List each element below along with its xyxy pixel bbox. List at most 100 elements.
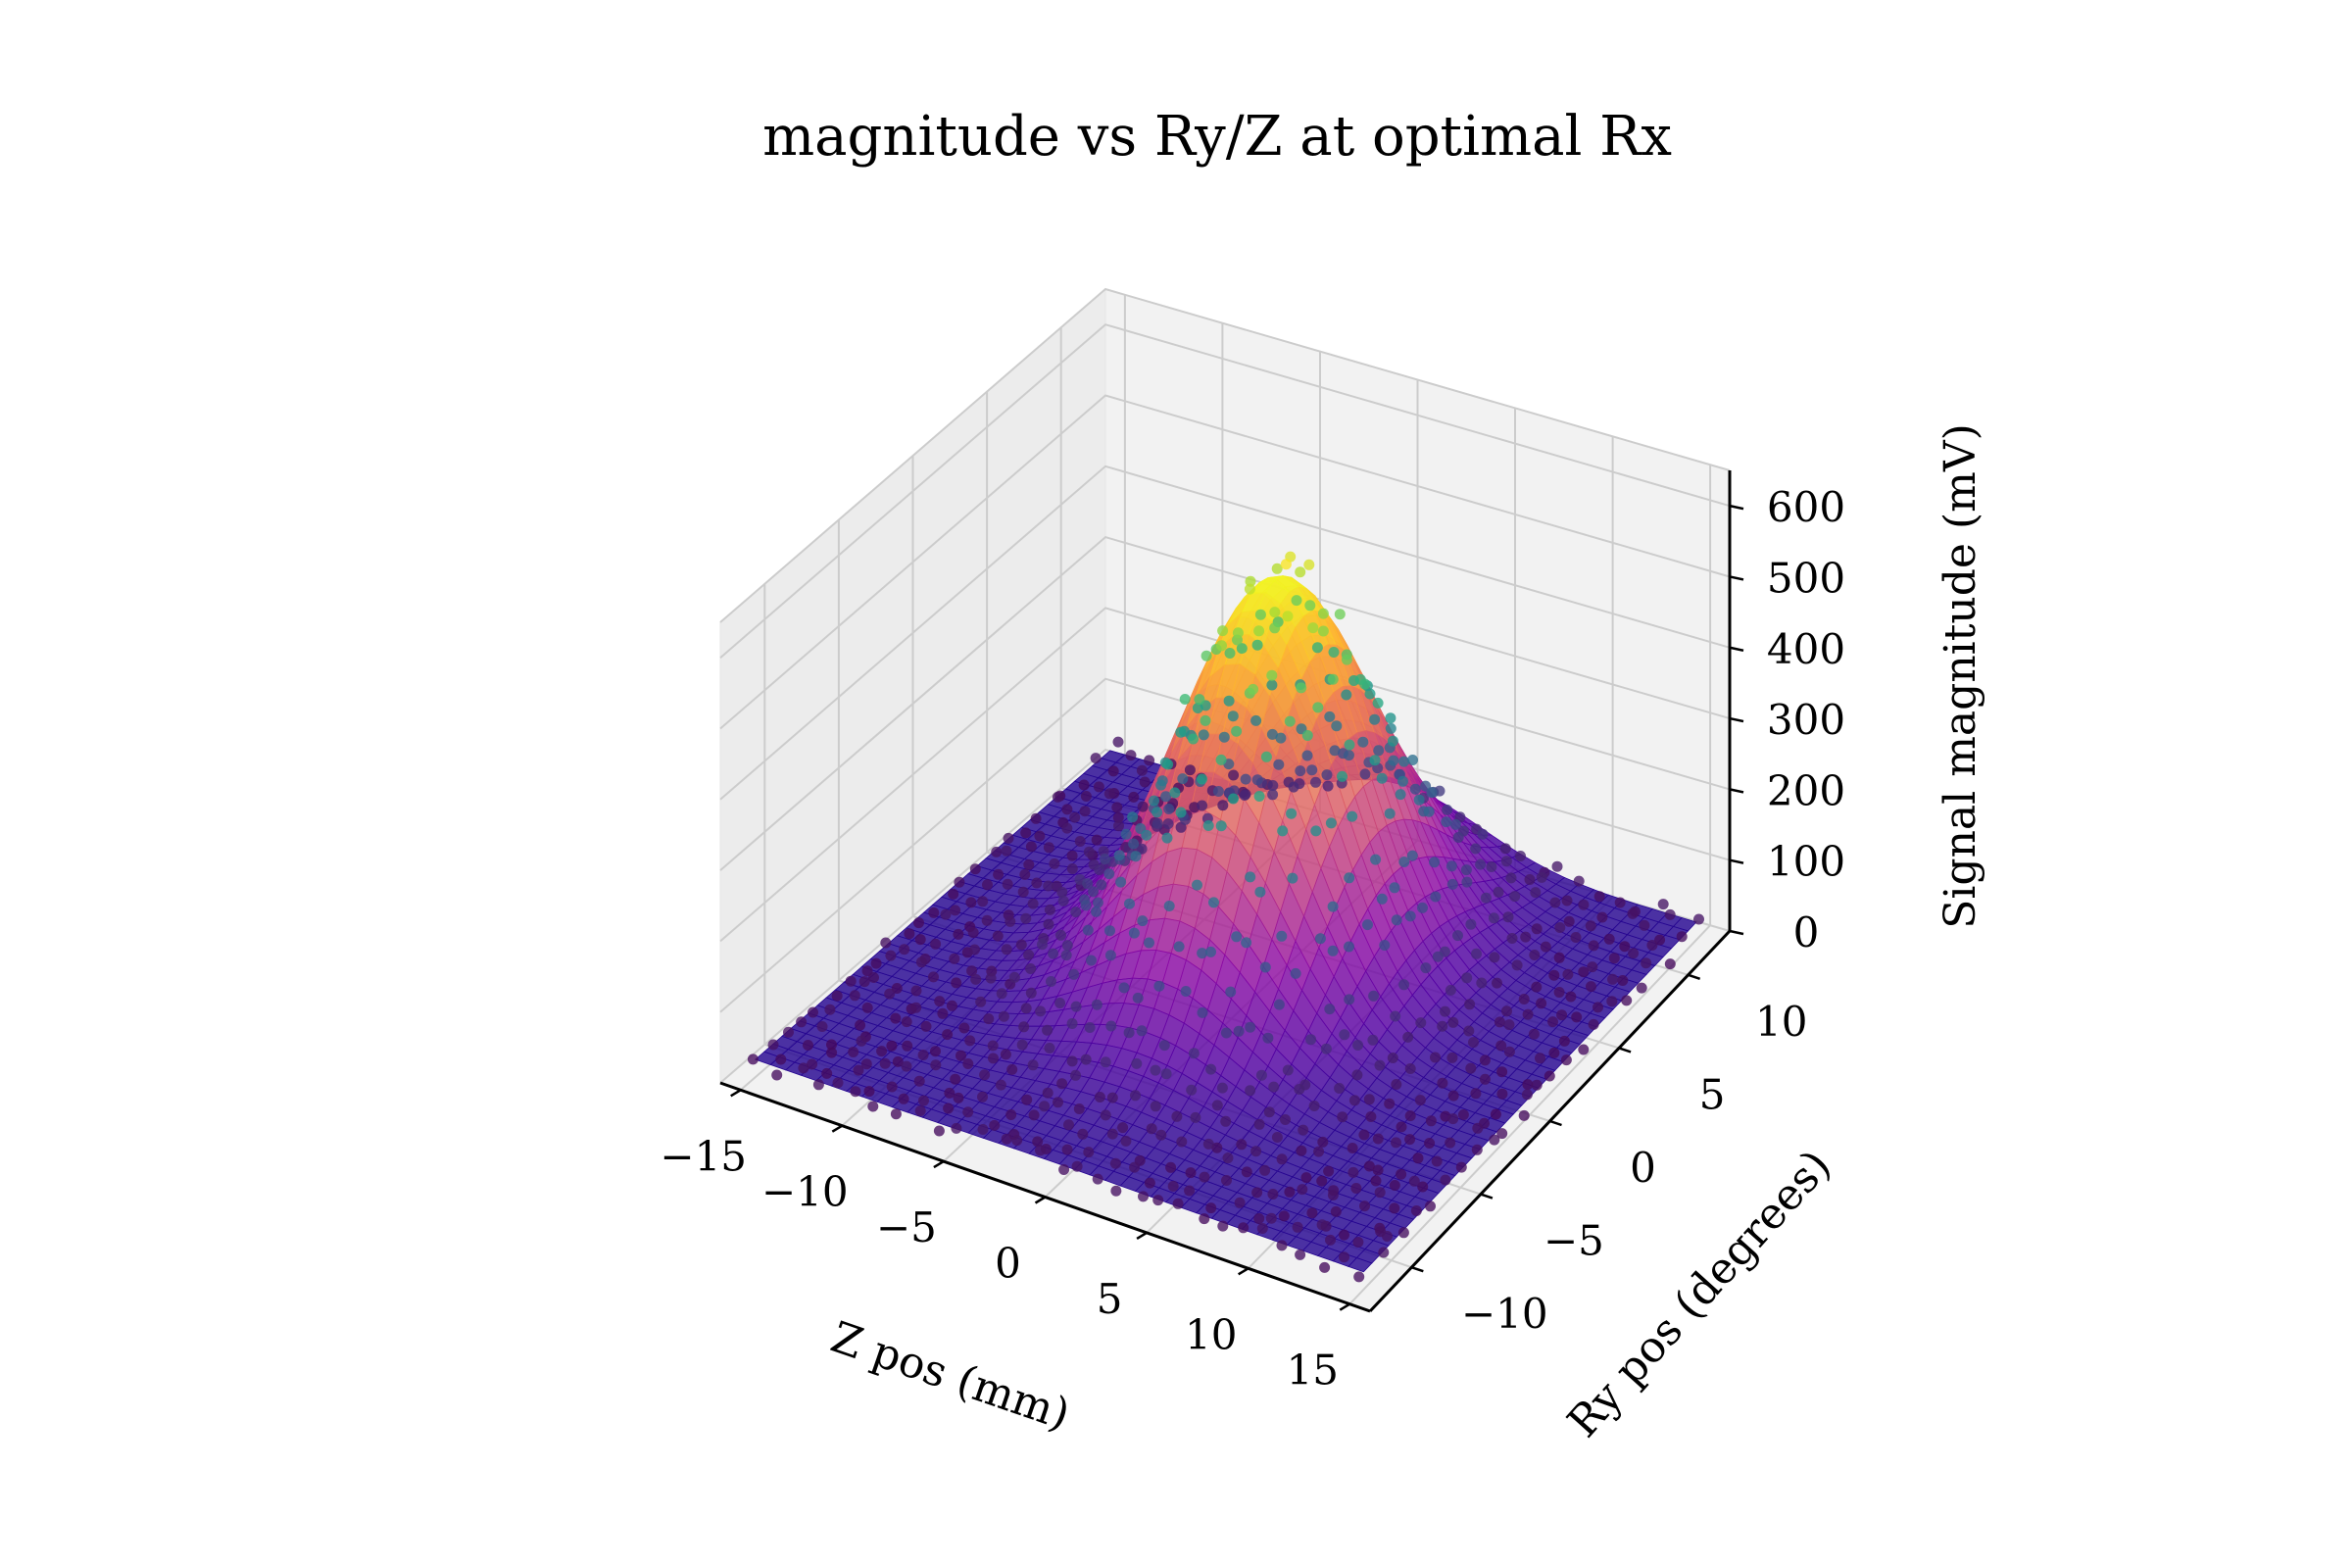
data-point — [1112, 736, 1124, 748]
data-point — [1358, 1129, 1370, 1141]
z-tick-mark — [1729, 929, 1744, 936]
data-point — [1363, 1094, 1375, 1105]
data-point — [1384, 808, 1396, 819]
z-grid-line — [719, 287, 1731, 623]
data-point — [1211, 1100, 1223, 1111]
data-point — [1490, 1108, 1501, 1120]
data-point — [826, 1039, 837, 1051]
data-point — [930, 1059, 942, 1071]
data-point — [1250, 714, 1262, 726]
data-point — [1061, 1144, 1073, 1155]
data-point — [1324, 710, 1336, 722]
data-point — [858, 976, 870, 988]
data-point — [904, 928, 915, 940]
data-point — [1175, 726, 1187, 738]
data-point — [977, 896, 989, 907]
data-point — [1585, 920, 1596, 932]
data-point — [1506, 933, 1518, 944]
data-point — [1357, 736, 1369, 748]
data-point — [1106, 1128, 1118, 1140]
data-point — [937, 1007, 949, 1019]
data-point — [1211, 1142, 1223, 1153]
data-point — [1028, 1109, 1040, 1121]
data-point — [1445, 1137, 1456, 1149]
data-point — [1184, 764, 1196, 776]
data-point — [951, 1122, 962, 1134]
data-point — [1115, 876, 1127, 888]
data-point — [953, 1092, 964, 1103]
data-point — [1003, 832, 1014, 844]
data-point — [821, 1067, 833, 1079]
data-point — [1493, 886, 1504, 898]
y-tick-mark — [1688, 973, 1701, 980]
data-point — [1073, 1103, 1085, 1114]
data-point — [969, 944, 980, 956]
data-point — [1339, 1029, 1350, 1041]
data-point — [798, 1062, 809, 1074]
data-point — [1468, 1037, 1479, 1049]
data-point — [1260, 751, 1272, 762]
data-point — [1406, 850, 1418, 861]
data-point — [1395, 789, 1406, 801]
data-point — [1452, 832, 1464, 843]
data-point — [913, 917, 924, 929]
data-point — [891, 983, 903, 994]
data-point — [1160, 791, 1172, 803]
data-point — [1248, 683, 1259, 695]
data-point — [1578, 1044, 1590, 1055]
data-point — [1654, 934, 1666, 946]
data-point — [1253, 625, 1265, 637]
data-point — [1562, 968, 1574, 980]
data-point — [1311, 642, 1323, 654]
data-point — [1253, 791, 1265, 802]
data-point — [1241, 937, 1252, 949]
data-point — [1251, 1187, 1263, 1199]
data-point — [1432, 951, 1444, 962]
data-point — [1339, 1229, 1349, 1241]
data-point — [1352, 1040, 1364, 1051]
data-point — [1398, 979, 1410, 991]
data-point — [928, 971, 939, 983]
data-point — [898, 1093, 909, 1104]
data-point — [1001, 1133, 1012, 1145]
data-point — [1267, 789, 1279, 801]
data-point — [1573, 875, 1585, 887]
data-point — [1496, 1088, 1508, 1100]
data-point — [1001, 845, 1012, 857]
data-point — [1306, 764, 1318, 776]
data-point — [1080, 900, 1092, 911]
data-point — [1251, 774, 1263, 786]
data-point — [1417, 1181, 1429, 1193]
data-point — [1553, 987, 1565, 998]
data-point — [1430, 1052, 1441, 1063]
data-point — [1082, 924, 1094, 936]
data-point — [1477, 828, 1489, 840]
data-point — [1231, 725, 1243, 737]
data-point — [1396, 1168, 1407, 1180]
x-axis-label: Z pos (mm) — [825, 1312, 1076, 1441]
data-point — [1407, 755, 1418, 765]
data-point — [1295, 1249, 1306, 1260]
data-point — [1344, 739, 1355, 751]
data-point — [1449, 818, 1461, 830]
data-point — [1202, 820, 1214, 831]
z-tick-mark — [1729, 716, 1744, 723]
data-point — [856, 1035, 867, 1047]
data-point — [1496, 1066, 1508, 1078]
data-point — [1278, 1210, 1290, 1222]
data-point — [1369, 755, 1381, 766]
data-point — [1053, 1097, 1063, 1108]
data-point — [1515, 851, 1526, 861]
data-point — [1547, 1016, 1558, 1028]
data-point — [1320, 1043, 1332, 1054]
data-point — [1277, 825, 1289, 837]
data-point — [910, 985, 922, 997]
data-point — [1344, 872, 1355, 884]
data-point — [1500, 856, 1512, 867]
data-point — [951, 977, 962, 989]
data-point — [1276, 1240, 1288, 1251]
data-point — [1162, 759, 1174, 770]
data-point — [1327, 1190, 1339, 1200]
data-point — [1374, 1187, 1386, 1199]
data-point — [1234, 1197, 1246, 1208]
